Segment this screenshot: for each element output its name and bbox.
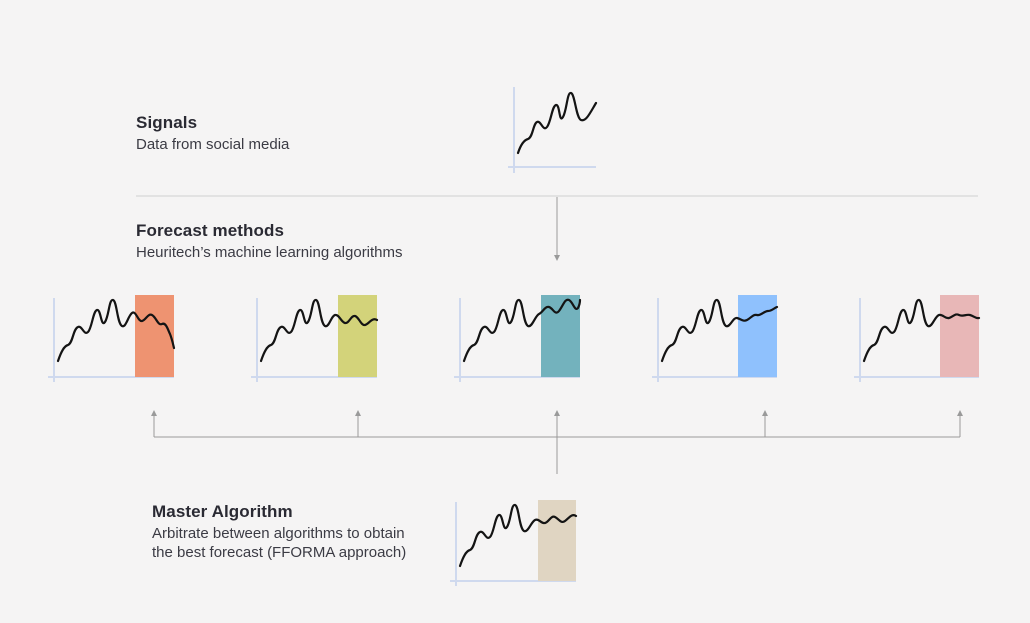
master-algorithm-title: Master Algorithm bbox=[152, 502, 293, 521]
method-2-series-line bbox=[259, 298, 379, 363]
forecast-methods-subtitle: Heuritech’s machine learning algorithms bbox=[136, 244, 403, 261]
signals-subtitle: Data from social media bbox=[136, 136, 290, 153]
signals-line bbox=[516, 91, 598, 155]
method-chart-2 bbox=[251, 295, 379, 382]
master-series-line bbox=[458, 503, 578, 568]
method-4-series-line bbox=[660, 298, 779, 363]
method-2-forecast-region bbox=[338, 295, 377, 377]
signals-title: Signals bbox=[136, 113, 198, 132]
method-1-series-line bbox=[56, 298, 176, 363]
method-3-series-line bbox=[462, 298, 582, 363]
master-algorithm-chart bbox=[450, 500, 578, 586]
master-algorithm-subtitle-line2: the best forecast (FFORMA approach) bbox=[152, 544, 407, 561]
method-5-series-line bbox=[862, 298, 981, 363]
forecast-methods-title: Forecast methods bbox=[136, 221, 285, 240]
master-algorithm-subtitle-line1: Arbitrate between algorithms to obtain bbox=[152, 525, 405, 542]
master-forecast-region bbox=[538, 500, 576, 581]
method-chart-3 bbox=[454, 295, 582, 382]
connector-network bbox=[151, 410, 963, 474]
method-chart-5 bbox=[854, 295, 981, 382]
signals-chart bbox=[508, 87, 598, 173]
method-chart-4 bbox=[652, 295, 779, 382]
method-5-forecast-region bbox=[940, 295, 979, 377]
method-4-forecast-region bbox=[738, 295, 777, 377]
method-1-forecast-region bbox=[135, 295, 174, 377]
method-chart-1 bbox=[48, 295, 176, 382]
